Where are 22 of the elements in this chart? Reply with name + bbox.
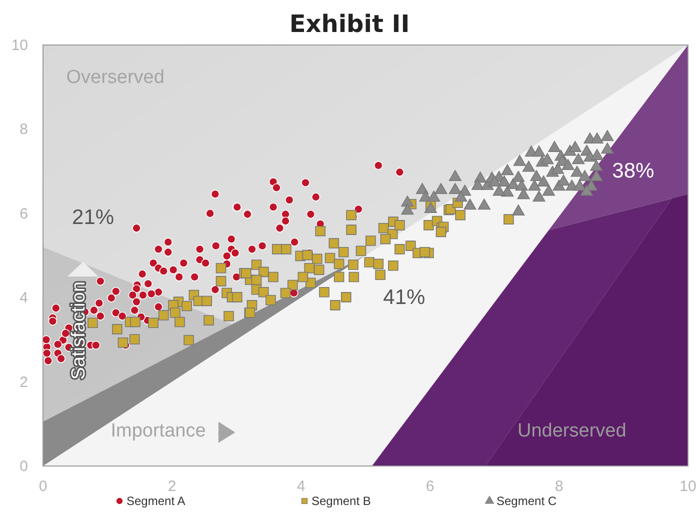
annotation: 21%: [72, 206, 114, 229]
x-tick-label: 6: [426, 478, 434, 495]
chart-title: Exhibit II: [289, 10, 410, 38]
y-tick-label: 6: [20, 205, 28, 222]
y-tick-label: 0: [20, 458, 28, 475]
x-tick-label: 4: [296, 478, 306, 495]
x-tick-label: 2: [168, 478, 176, 495]
y-axis-title: Satisfaction: [68, 281, 90, 380]
annotation: Underserved: [518, 420, 626, 442]
y-tick-label: 8: [20, 121, 28, 138]
legend-label: Segment A: [126, 494, 186, 508]
annotation: 41%: [383, 286, 426, 309]
x-axis-title: Importance: [110, 420, 206, 442]
legend-label: Segment C: [496, 494, 557, 508]
legend-label: Segment B: [312, 494, 371, 508]
x-tick-label: 10: [680, 478, 696, 495]
x-tick-label: 8: [554, 478, 564, 495]
y-tick-label: 2: [20, 374, 28, 391]
x-tick-label: 0: [38, 478, 48, 495]
y-tick-label: 10: [11, 37, 28, 54]
annotation: 38%: [612, 160, 654, 183]
y-tick-label: 4: [20, 290, 28, 307]
